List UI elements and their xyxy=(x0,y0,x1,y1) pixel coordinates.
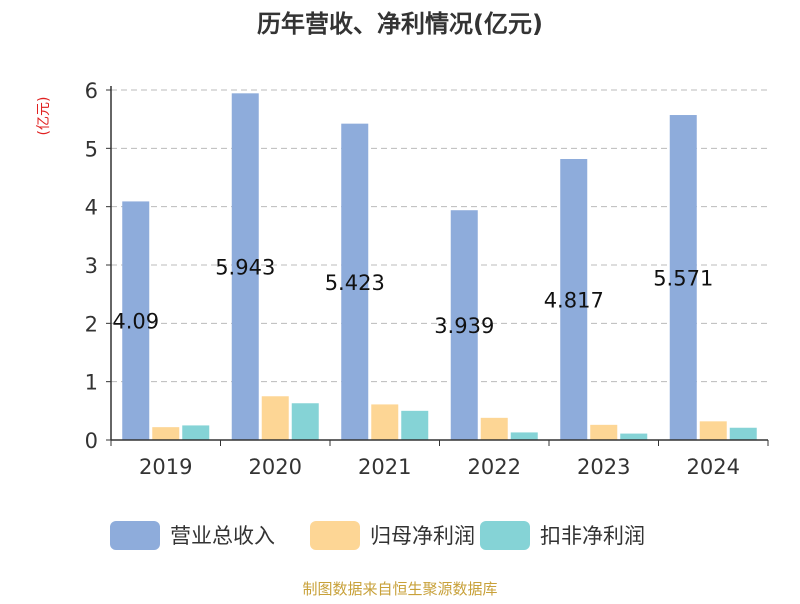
bar-营业总收入-2019[interactable] xyxy=(122,201,150,440)
bar-归母净利润-2021[interactable] xyxy=(371,404,399,440)
legend-label: 扣非净利润 xyxy=(540,524,645,548)
legend-item-归母净利润[interactable]: 归母净利润 xyxy=(310,521,475,550)
legend-item-扣非净利润[interactable]: 扣非净利润 xyxy=(480,521,645,550)
data-label: 5.943 xyxy=(215,256,275,280)
y-tick-label: 4 xyxy=(85,196,98,220)
legend-swatch xyxy=(480,521,530,550)
bar-营业总收入-2020[interactable] xyxy=(231,93,259,440)
bars-layer xyxy=(122,93,757,441)
bar-归母净利润-2024[interactable] xyxy=(699,421,727,440)
data-label: 4.09 xyxy=(112,310,159,334)
axes-layer: 0 1 2 3 4 5 6 2019 2020 2021 2022 2023 2024 xyxy=(85,79,769,479)
y-tick-label: 1 xyxy=(85,371,98,395)
y-tick-label: 3 xyxy=(85,254,98,278)
x-tick-label: 2024 xyxy=(687,455,740,479)
legend-swatch xyxy=(310,521,360,550)
data-label: 3.939 xyxy=(434,314,494,338)
legend-item-营业总收入[interactable]: 营业总收入 xyxy=(110,521,275,550)
y-tick-label: 6 xyxy=(85,79,98,103)
data-labels-layer: 4.09 5.943 5.423 3.939 4.817 5.571 xyxy=(112,256,713,338)
data-label: 4.817 xyxy=(544,289,604,313)
source-note: 制图数据来自恒生聚源数据库 xyxy=(302,580,497,598)
bar-归母净利润-2022[interactable] xyxy=(480,417,508,440)
bar-营业总收入-2023[interactable] xyxy=(560,159,588,440)
x-tick-label: 2019 xyxy=(139,455,192,479)
y-axis-unit-label: (亿元) xyxy=(36,97,52,136)
legend-label: 营业总收入 xyxy=(170,524,275,548)
x-tick-label: 2023 xyxy=(577,455,630,479)
legend-swatch xyxy=(110,521,160,550)
data-label: 5.571 xyxy=(653,267,713,291)
x-tick-label: 2020 xyxy=(249,455,302,479)
bar-归母净利润-2019[interactable] xyxy=(152,427,180,440)
bar-归母净利润-2023[interactable] xyxy=(590,424,618,440)
y-tick-label: 0 xyxy=(85,429,98,453)
x-tick-label: 2022 xyxy=(468,455,521,479)
bar-营业总收入-2021[interactable] xyxy=(341,123,369,441)
y-tick-label: 5 xyxy=(85,137,98,161)
bar-扣非净利润-2021[interactable] xyxy=(401,410,429,440)
legend-label: 归母净利润 xyxy=(370,524,475,548)
data-label: 5.423 xyxy=(325,271,385,295)
bar-扣非净利润-2020[interactable] xyxy=(291,403,319,440)
chart-title: 历年营收、净利情况(亿元) xyxy=(257,10,543,38)
bar-扣非净利润-2024[interactable] xyxy=(729,427,757,440)
y-tick-label: 2 xyxy=(85,312,98,336)
bar-归母净利润-2020[interactable] xyxy=(261,396,289,440)
bar-扣非净利润-2019[interactable] xyxy=(182,425,210,440)
legend[interactable]: 营业总收入 归母净利润 扣非净利润 xyxy=(110,521,645,550)
bar-扣非净利润-2022[interactable] xyxy=(510,432,538,440)
bar-扣非净利润-2023[interactable] xyxy=(620,433,648,440)
bar-营业总收入-2024[interactable] xyxy=(669,115,697,441)
x-tick-label: 2021 xyxy=(358,455,411,479)
bar-营业总收入-2022[interactable] xyxy=(450,210,478,440)
